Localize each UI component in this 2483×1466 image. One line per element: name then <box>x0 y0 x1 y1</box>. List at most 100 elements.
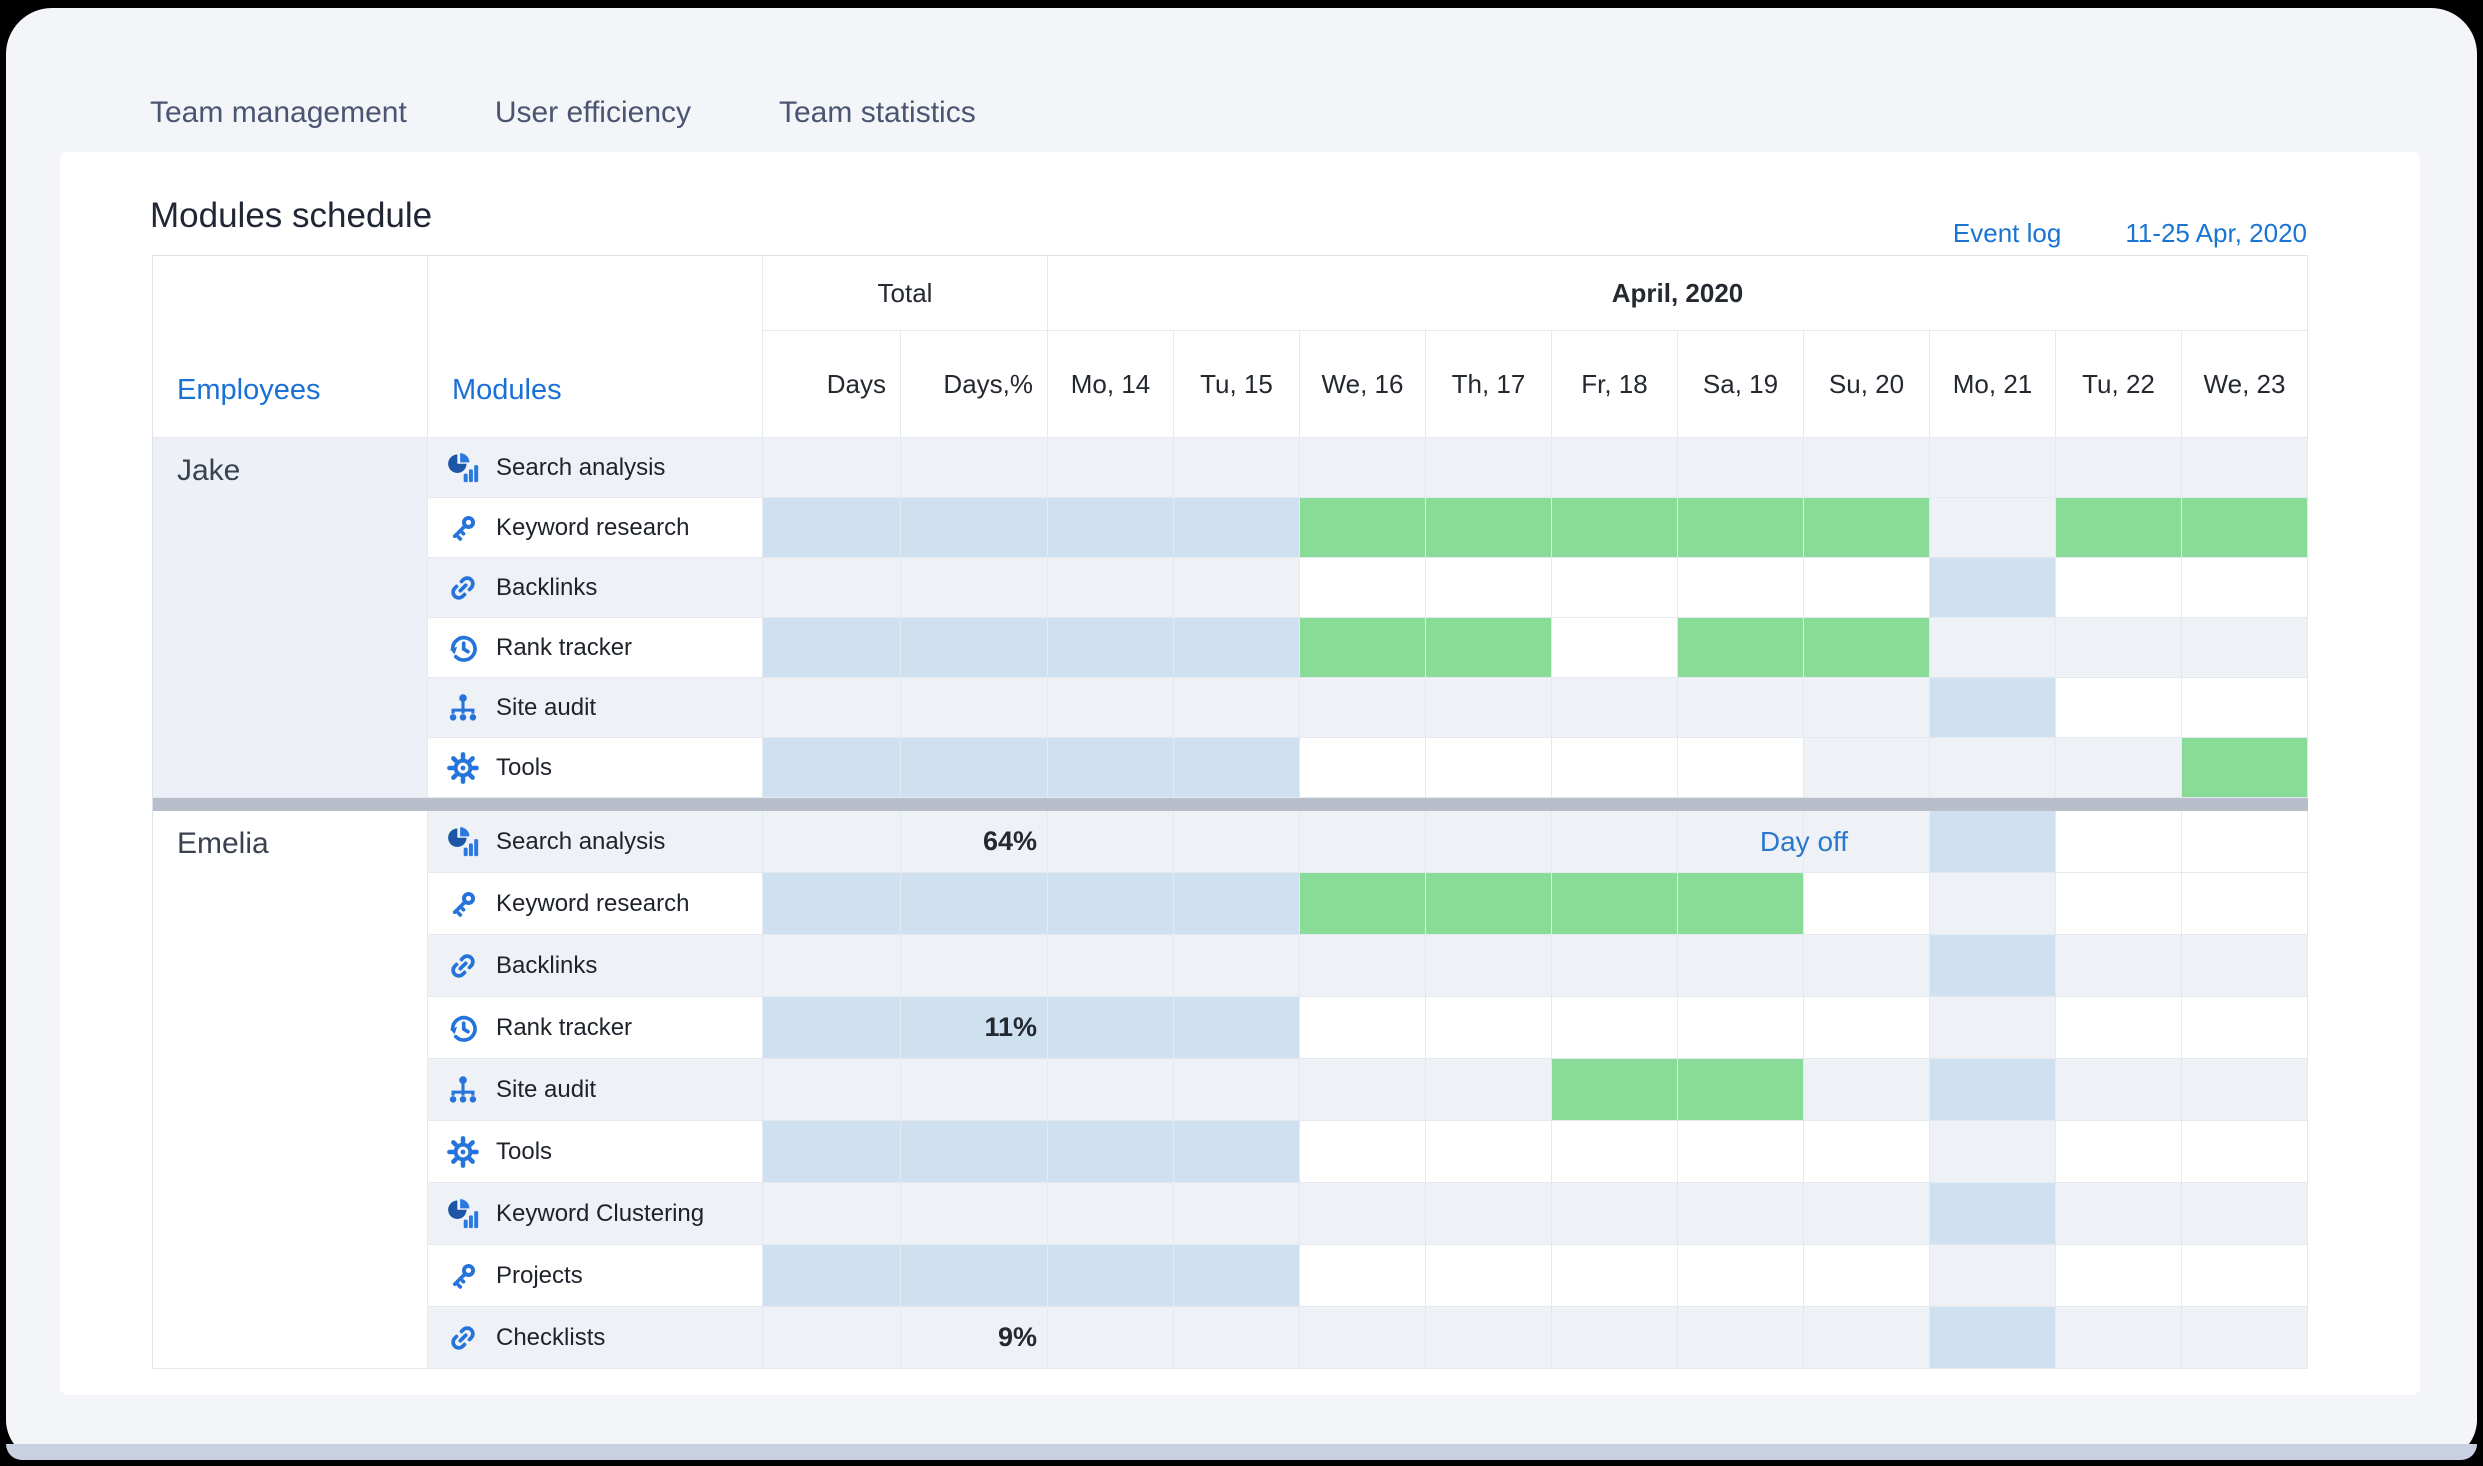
schedule-cell[interactable] <box>1678 498 1804 558</box>
schedule-cell[interactable] <box>1930 1121 2056 1183</box>
schedule-cell[interactable] <box>2182 1183 2308 1245</box>
schedule-cell[interactable] <box>1552 738 1678 798</box>
schedule-cell[interactable] <box>1930 873 2056 935</box>
schedule-cell[interactable] <box>1804 498 1930 558</box>
schedule-cell[interactable] <box>2056 618 2182 678</box>
schedule-cell[interactable] <box>1804 997 1930 1059</box>
schedule-cell[interactable] <box>1174 1245 1300 1307</box>
schedule-cell[interactable] <box>1930 498 2056 558</box>
schedule-cell[interactable] <box>1300 618 1426 678</box>
schedule-cell[interactable] <box>1174 1183 1300 1245</box>
schedule-cell[interactable] <box>2182 738 2308 798</box>
schedule-cell[interactable] <box>1174 1121 1300 1183</box>
schedule-cell[interactable] <box>1048 1059 1174 1121</box>
schedule-cell[interactable] <box>1426 873 1552 935</box>
schedule-cell[interactable] <box>1930 1183 2056 1245</box>
schedule-cell[interactable] <box>2056 498 2182 558</box>
schedule-cell[interactable] <box>1300 678 1426 738</box>
schedule-cell[interactable] <box>1552 1183 1678 1245</box>
schedule-cell[interactable] <box>1930 678 2056 738</box>
schedule-cell[interactable] <box>1930 618 2056 678</box>
schedule-cell[interactable] <box>1300 873 1426 935</box>
schedule-cell[interactable] <box>1804 1183 1930 1245</box>
schedule-cell[interactable] <box>1552 558 1678 618</box>
schedule-cell[interactable] <box>1804 811 1930 873</box>
schedule-cell[interactable] <box>1174 438 1300 498</box>
tab-team-management[interactable]: Team management <box>150 96 407 129</box>
schedule-cell[interactable] <box>1048 1307 1174 1369</box>
schedule-cell[interactable] <box>1426 678 1552 738</box>
schedule-cell[interactable] <box>1804 935 1930 997</box>
schedule-cell[interactable] <box>1426 558 1552 618</box>
schedule-cell[interactable] <box>1678 438 1804 498</box>
schedule-cell[interactable] <box>1426 498 1552 558</box>
schedule-cell[interactable] <box>1804 558 1930 618</box>
schedule-cell[interactable] <box>1804 738 1930 798</box>
schedule-cell[interactable] <box>1048 1245 1174 1307</box>
schedule-cell[interactable] <box>1300 935 1426 997</box>
schedule-cell[interactable] <box>2182 618 2308 678</box>
schedule-cell[interactable] <box>1804 1245 1930 1307</box>
schedule-cell[interactable] <box>2056 997 2182 1059</box>
schedule-cell[interactable] <box>1930 558 2056 618</box>
schedule-cell[interactable] <box>1804 618 1930 678</box>
schedule-cell[interactable] <box>1048 997 1174 1059</box>
schedule-cell[interactable] <box>1426 618 1552 678</box>
schedule-cell[interactable] <box>1678 618 1804 678</box>
schedule-cell[interactable] <box>1930 438 2056 498</box>
schedule-cell[interactable] <box>2056 935 2182 997</box>
schedule-cell[interactable] <box>2056 1307 2182 1369</box>
schedule-cell[interactable] <box>1426 1307 1552 1369</box>
schedule-cell[interactable] <box>2182 438 2308 498</box>
schedule-cell[interactable] <box>2056 438 2182 498</box>
schedule-cell[interactable] <box>2056 1183 2182 1245</box>
schedule-cell[interactable] <box>1552 618 1678 678</box>
schedule-cell[interactable] <box>1930 1245 2056 1307</box>
schedule-cell[interactable] <box>2056 1059 2182 1121</box>
schedule-cell[interactable] <box>2182 997 2308 1059</box>
schedule-cell[interactable] <box>1552 1307 1678 1369</box>
schedule-cell[interactable] <box>1804 1121 1930 1183</box>
schedule-cell[interactable] <box>1678 558 1804 618</box>
schedule-cell[interactable] <box>2182 935 2308 997</box>
schedule-cell[interactable] <box>1300 1059 1426 1121</box>
schedule-cell[interactable] <box>1048 1183 1174 1245</box>
schedule-cell[interactable] <box>1048 438 1174 498</box>
schedule-cell[interactable] <box>1426 997 1552 1059</box>
schedule-cell[interactable] <box>1426 438 1552 498</box>
schedule-cell[interactable] <box>1048 811 1174 873</box>
schedule-cell[interactable] <box>1552 1121 1678 1183</box>
schedule-cell[interactable] <box>1552 997 1678 1059</box>
schedule-cell[interactable] <box>1174 1307 1300 1369</box>
schedule-cell[interactable] <box>1174 738 1300 798</box>
schedule-cell[interactable] <box>1300 1121 1426 1183</box>
schedule-cell[interactable] <box>1426 935 1552 997</box>
schedule-cell[interactable] <box>1048 618 1174 678</box>
schedule-cell[interactable] <box>1678 997 1804 1059</box>
schedule-cell[interactable] <box>1678 1183 1804 1245</box>
schedule-cell[interactable] <box>1300 811 1426 873</box>
schedule-cell[interactable] <box>1300 438 1426 498</box>
schedule-cell[interactable] <box>1174 873 1300 935</box>
schedule-cell[interactable] <box>2056 1245 2182 1307</box>
schedule-cell[interactable] <box>2182 558 2308 618</box>
event-log-link[interactable]: Event log <box>1952 218 2062 248</box>
schedule-cell[interactable] <box>1930 997 2056 1059</box>
schedule-cell[interactable] <box>2182 1307 2308 1369</box>
schedule-cell[interactable] <box>1174 558 1300 618</box>
schedule-cell[interactable] <box>1552 873 1678 935</box>
schedule-cell[interactable] <box>1930 935 2056 997</box>
schedule-cell[interactable] <box>1174 1059 1300 1121</box>
schedule-cell[interactable] <box>1804 1059 1930 1121</box>
schedule-cell[interactable] <box>1552 438 1678 498</box>
schedule-cell[interactable] <box>1552 678 1678 738</box>
schedule-cell[interactable] <box>1678 1307 1804 1369</box>
schedule-cell[interactable] <box>1426 1245 1552 1307</box>
schedule-cell[interactable] <box>1930 738 2056 798</box>
schedule-cell[interactable] <box>1048 1121 1174 1183</box>
schedule-cell[interactable] <box>1552 498 1678 558</box>
schedule-cell[interactable] <box>1300 558 1426 618</box>
schedule-cell[interactable] <box>1678 678 1804 738</box>
schedule-cell[interactable] <box>1552 811 1678 873</box>
schedule-cell[interactable] <box>2182 678 2308 738</box>
